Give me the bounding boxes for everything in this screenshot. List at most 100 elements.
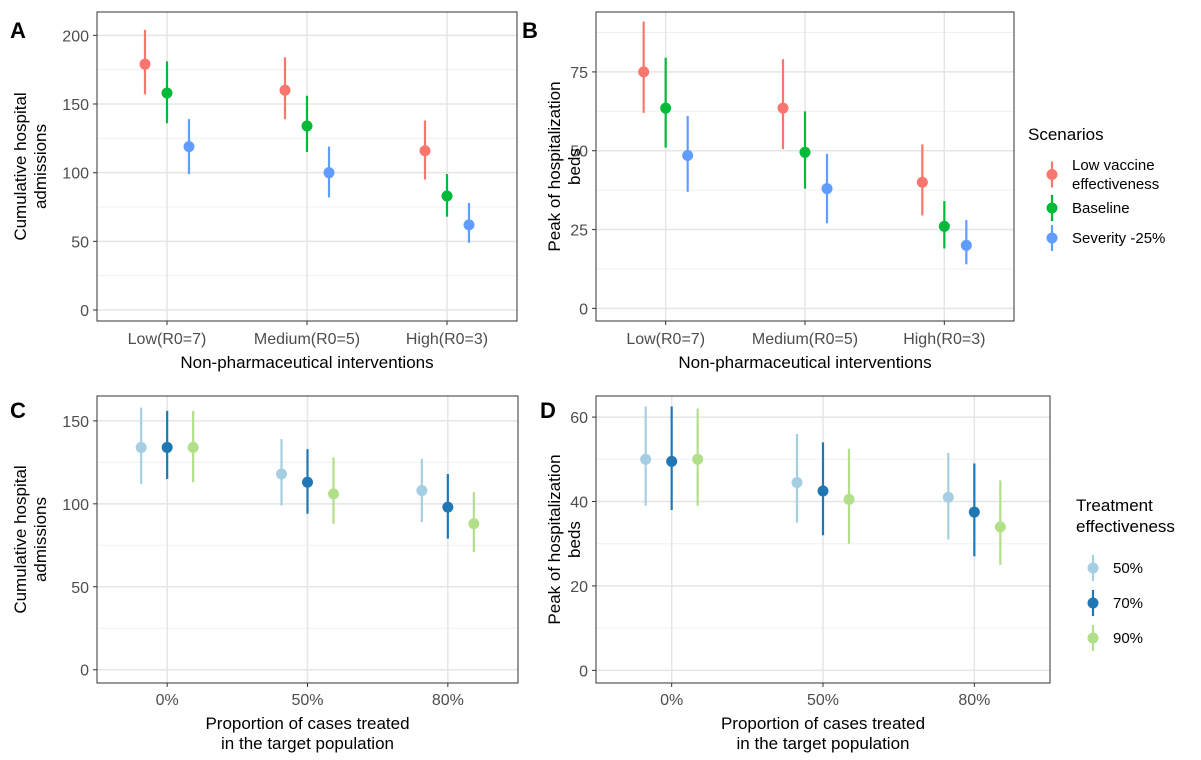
x-tick-label: Low(R0=7) [626, 331, 705, 348]
x-tick-label: 0% [156, 692, 179, 709]
legend-label: effectiveness [1072, 176, 1159, 193]
y-tick-label: 20 [570, 579, 588, 596]
x-tick-label: High(R0=3) [903, 331, 985, 348]
y-tick-label: 75 [570, 65, 588, 82]
y-tick-label: 50 [570, 144, 588, 161]
data-point [640, 453, 652, 465]
legend-title: Scenarios [1028, 125, 1104, 144]
data-point [187, 441, 199, 453]
data-point [135, 441, 147, 453]
data-point [821, 183, 833, 195]
y-axis-title: admissions [31, 497, 50, 582]
data-point [139, 58, 151, 70]
x-axis-title: Non-pharmaceutical interventions [678, 353, 931, 372]
panel-d: 0 20 40 60 0% 50% 80% Proportion of cases treat… [540, 395, 1051, 753]
x-tick-label: 80% [432, 692, 464, 709]
data-point [682, 149, 694, 161]
y-axis-title: beds [565, 521, 584, 558]
legend-item: 50% [1087, 555, 1143, 581]
data-point [161, 87, 173, 99]
data-point [777, 102, 789, 114]
data-point [638, 66, 650, 78]
data-point [799, 146, 811, 158]
data-point [463, 219, 475, 231]
series-2 [183, 119, 475, 243]
y-axis-title: admissions [31, 124, 50, 209]
x-tick-label: 50% [291, 692, 323, 709]
data-point [660, 102, 672, 114]
series-1 [660, 57, 950, 249]
series-0 [139, 29, 431, 180]
legend-item: Severity -25% [1046, 225, 1165, 251]
panel-letter: A [10, 18, 26, 43]
y-tick-label: 25 [570, 223, 588, 240]
data-point [416, 485, 428, 497]
series-1 [161, 61, 453, 217]
x-tick-label: 50% [807, 692, 839, 709]
y-tick-label: 0 [80, 663, 89, 680]
x-axis-title: Proportion of cases treated [721, 714, 925, 733]
data-point [791, 477, 803, 489]
legend-item: Baseline [1046, 195, 1130, 221]
y-tick-label: 150 [62, 414, 89, 431]
data-point [468, 518, 480, 530]
series-0 [638, 21, 928, 216]
legend-label: Low vaccine [1072, 157, 1155, 174]
legend-label: 50% [1113, 560, 1143, 577]
data-point [161, 441, 173, 453]
series-1 [666, 406, 980, 557]
data-point [994, 521, 1006, 533]
series-2 [682, 116, 972, 265]
legend-key-point [1046, 232, 1058, 244]
y-tick-label: 40 [570, 495, 588, 512]
data-point [276, 468, 287, 480]
legend-title: Treatment [1076, 496, 1153, 515]
x-axis-title: Proportion of cases treated [205, 714, 409, 733]
plot-border [595, 395, 1051, 684]
plot-border [96, 11, 518, 322]
x-axis-title: in the target population [221, 734, 394, 753]
legend-label: 90% [1113, 630, 1143, 647]
y-axis-title: Peak of hospitalization [545, 81, 564, 251]
legend-item: Low vaccine effectiveness [1046, 157, 1159, 193]
legend-key-point [1046, 202, 1058, 214]
y-axis-title: beds [565, 148, 584, 185]
data-point [419, 145, 431, 157]
data-point [960, 239, 972, 251]
data-point [916, 176, 928, 188]
legend-item: 90% [1087, 625, 1143, 651]
y-tick-label: 100 [62, 497, 89, 514]
series-2 [187, 410, 480, 552]
panel-b: 0 25 50 75 Low(R0=7) Medium(R0=5) High(R0=3) No… [522, 11, 1015, 372]
panel-letter: D [540, 398, 556, 423]
y-axis-title: Cumulative hospital [11, 92, 30, 240]
x-tick-label: High(R0=3) [406, 331, 488, 348]
data-point [692, 453, 704, 465]
panel-a: 0 50 100 150 200 Low(R0=7) Medium(R0=5) High(R0… [10, 11, 518, 372]
legend: Treatment effectiveness 50% 70% 90% [1076, 496, 1175, 651]
y-tick-label: 50 [71, 580, 89, 597]
y-tick-label: 150 [62, 97, 89, 114]
legend-label: 70% [1113, 595, 1143, 612]
y-tick-label: 0 [80, 303, 89, 320]
legend-title: effectiveness [1076, 517, 1175, 536]
x-axis-title: Non-pharmaceutical interventions [180, 353, 433, 372]
x-tick-label: 0% [660, 692, 683, 709]
y-tick-label: 50 [71, 234, 89, 251]
legend-label: Baseline [1072, 200, 1130, 217]
data-point [817, 485, 829, 497]
series-2 [692, 408, 1006, 565]
panel-letter: B [522, 18, 538, 43]
x-tick-label: Medium(R0=5) [254, 331, 360, 348]
series-1 [161, 410, 454, 539]
data-point [843, 493, 855, 505]
legend-label: Severity -25% [1072, 230, 1165, 247]
data-point [323, 167, 335, 179]
y-tick-label: 0 [579, 301, 588, 318]
y-tick-label: 200 [62, 28, 89, 45]
panel-letter: C [10, 398, 26, 423]
y-axis-title: Cumulative hospital [11, 465, 30, 613]
y-tick-label: 100 [62, 166, 89, 183]
data-point [442, 501, 454, 513]
